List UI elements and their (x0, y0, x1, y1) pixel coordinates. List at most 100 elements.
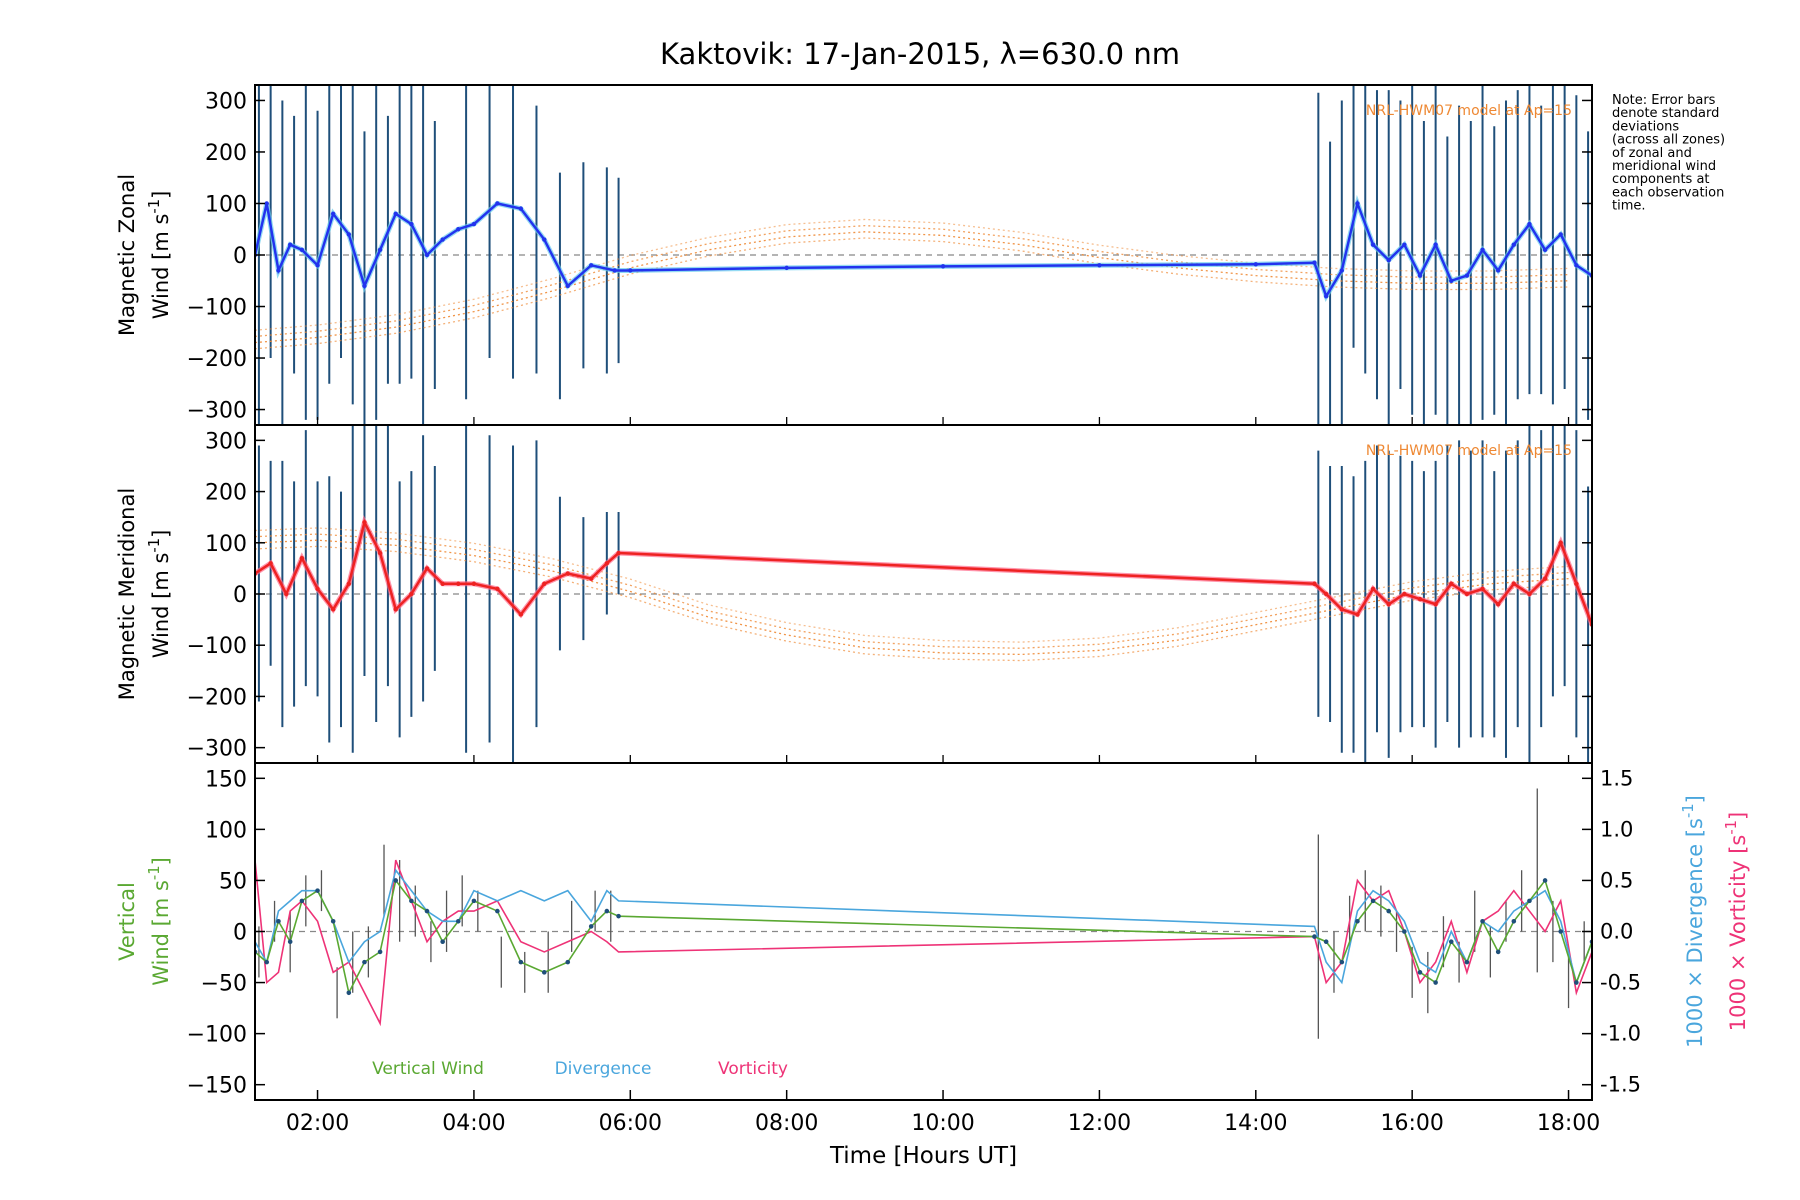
vertical-wind-point (604, 908, 610, 914)
observed-point (1253, 262, 1258, 267)
observed-point (616, 550, 621, 556)
y-tick-label: 100 (205, 192, 247, 217)
model-curve (255, 224, 1569, 338)
vertical-wind-point (276, 918, 281, 924)
y-tick-label: 0 (233, 921, 247, 946)
observed-point (1464, 273, 1470, 278)
y2-tick-label: -0.5 (1600, 971, 1641, 995)
y-tick-label: 200 (205, 141, 247, 166)
observed-point (346, 232, 352, 237)
y-axis-label-end: ] (149, 191, 173, 199)
vertical-wind-point (471, 898, 477, 904)
note-line: meridional wind (1612, 159, 1716, 174)
y-tick-label: −50 (201, 972, 247, 997)
observed-point (330, 211, 336, 216)
y-axis-label-end: ] (149, 857, 173, 865)
observed-point (377, 247, 383, 253)
x-tick-label: 04:00 (442, 1111, 505, 1136)
observed-point (424, 566, 430, 571)
observed-point (1312, 260, 1317, 265)
vorticity-axis-label-text: 1000 × Vorticity [s (1726, 835, 1750, 1032)
observed-point (393, 211, 398, 216)
y-tick-label: −200 (187, 347, 247, 372)
observed-point (542, 237, 547, 242)
y-axis-label: Wind [m s-1] (146, 191, 173, 320)
vertical-wind-point (1386, 908, 1392, 914)
y-tick-label: 300 (205, 429, 247, 454)
vertical-wind-point (377, 949, 383, 955)
vertical-wind-point (588, 924, 594, 929)
vertical-wind-point (495, 908, 500, 914)
divergence-axis-label-end: ] (1683, 795, 1707, 803)
vertical-wind-point (1433, 980, 1438, 985)
observed-point (1574, 263, 1579, 268)
divergence-line (255, 868, 1592, 986)
observed-point (315, 263, 320, 268)
x-tick-label: 02:00 (286, 1111, 349, 1136)
observed-point (409, 591, 414, 597)
y2-tick-label: 0.5 (1600, 868, 1633, 892)
observed-point (1339, 607, 1345, 612)
vertical-wind-point (362, 959, 367, 965)
y-axis-label-sup: -1 (146, 865, 163, 880)
y-axis-label-text: Wind [m s (149, 553, 173, 659)
observed-point (1433, 602, 1438, 607)
y-axis-label-end: ] (149, 530, 173, 538)
vertical-wind-point (424, 908, 430, 914)
observed-point (1558, 232, 1563, 237)
vertical-wind-point (616, 913, 621, 919)
vertical-wind-line (255, 878, 1592, 996)
vertical-wind-point (299, 898, 305, 904)
zonal-wind-panel: NRL-HWM07 model at Ap=15 Wind [m s-1] Magn… (115, 84, 1593, 426)
vertical-wind-point (455, 918, 461, 924)
observed-point (1370, 242, 1376, 247)
y-tick-label: 100 (205, 532, 247, 557)
y-tick-label: 50 (219, 869, 247, 894)
y-axis-label-top: Vertical (115, 882, 139, 961)
observed-point (1433, 242, 1438, 247)
vertical-wind-point (1339, 959, 1345, 965)
y-tick-label: 100 (205, 818, 247, 843)
observed-point (299, 555, 305, 561)
observed-point (565, 283, 570, 289)
vertical-wind-point (330, 918, 336, 924)
observed-point (589, 263, 594, 268)
plot-area (255, 788, 1592, 1039)
x-tick-label: 08:00 (755, 1111, 818, 1136)
observed-point (1511, 581, 1517, 586)
observed-point (287, 242, 293, 247)
y-tick-label: −100 (187, 634, 247, 659)
vertical-wind-point (1542, 878, 1548, 883)
y-axis-label-sup: -1 (146, 538, 163, 553)
y-axis-label-text: Wind [m s (149, 214, 173, 320)
y-axis-label: Wind [m s-1] (146, 530, 173, 659)
note-line: components at (1612, 172, 1710, 187)
observed-point (1542, 247, 1548, 253)
observed-point (393, 607, 398, 612)
divergence-axis-label-sup: -1 (1680, 803, 1697, 818)
model-curve (255, 545, 1569, 662)
vertical-wind-point (1480, 918, 1485, 924)
observed-point (440, 237, 445, 242)
x-tick-label: 18:00 (1537, 1111, 1600, 1136)
note-line: time. (1612, 199, 1646, 214)
chart-title: Kaktovik: 17-Jan-2015, λ=630.0 nm (660, 37, 1180, 71)
vorticity-axis-label-end: ] (1726, 812, 1750, 820)
observed-point (1417, 596, 1423, 602)
observed-point (1355, 612, 1360, 617)
plot-area (255, 85, 1592, 425)
x-tick-label: 12:00 (1068, 1111, 1131, 1136)
divergence-axis-label: 1000 × Divergence [s-1] (1680, 795, 1707, 1048)
vertical-wind-point (1511, 918, 1517, 924)
observed-point (1323, 294, 1329, 299)
x-tick-label: 16:00 (1380, 1111, 1443, 1136)
observed-point (1386, 257, 1391, 263)
y-axis-label-sup: -1 (146, 199, 163, 214)
observed-point (471, 221, 477, 227)
observed-point (1312, 581, 1317, 586)
observed-point (456, 227, 461, 232)
legend-entry: Vertical Wind (372, 1059, 484, 1079)
observed-halo (255, 515, 1592, 626)
divergence-axis-label-text: 1000 × Divergence [s (1683, 818, 1707, 1048)
